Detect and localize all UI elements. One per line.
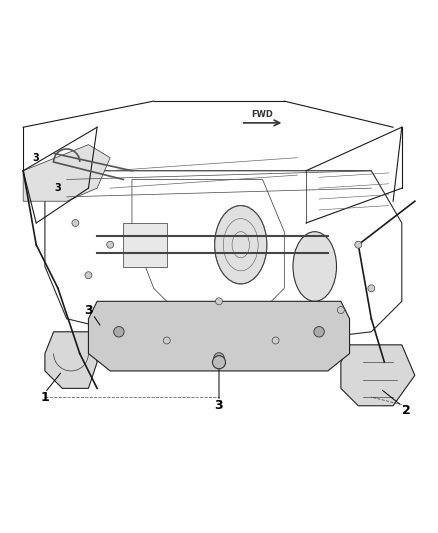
Text: 3: 3	[55, 183, 61, 193]
Circle shape	[355, 241, 362, 248]
Polygon shape	[88, 301, 350, 371]
Ellipse shape	[215, 206, 267, 284]
Circle shape	[272, 337, 279, 344]
Polygon shape	[45, 332, 97, 389]
Circle shape	[163, 337, 170, 344]
Polygon shape	[123, 223, 167, 266]
Circle shape	[212, 356, 226, 369]
Circle shape	[114, 327, 124, 337]
Text: 3: 3	[215, 399, 223, 412]
Text: 1: 1	[41, 391, 49, 403]
Text: 3: 3	[84, 303, 93, 317]
Polygon shape	[23, 144, 110, 201]
Text: 2: 2	[402, 403, 410, 417]
Text: FWD: FWD	[251, 109, 273, 118]
Circle shape	[337, 306, 344, 313]
Circle shape	[85, 272, 92, 279]
Ellipse shape	[293, 232, 336, 301]
Polygon shape	[341, 345, 415, 406]
Circle shape	[72, 220, 79, 227]
Circle shape	[215, 298, 223, 305]
Circle shape	[368, 285, 375, 292]
Circle shape	[314, 327, 324, 337]
Circle shape	[214, 353, 224, 363]
Text: 3: 3	[33, 152, 39, 163]
Circle shape	[107, 241, 114, 248]
